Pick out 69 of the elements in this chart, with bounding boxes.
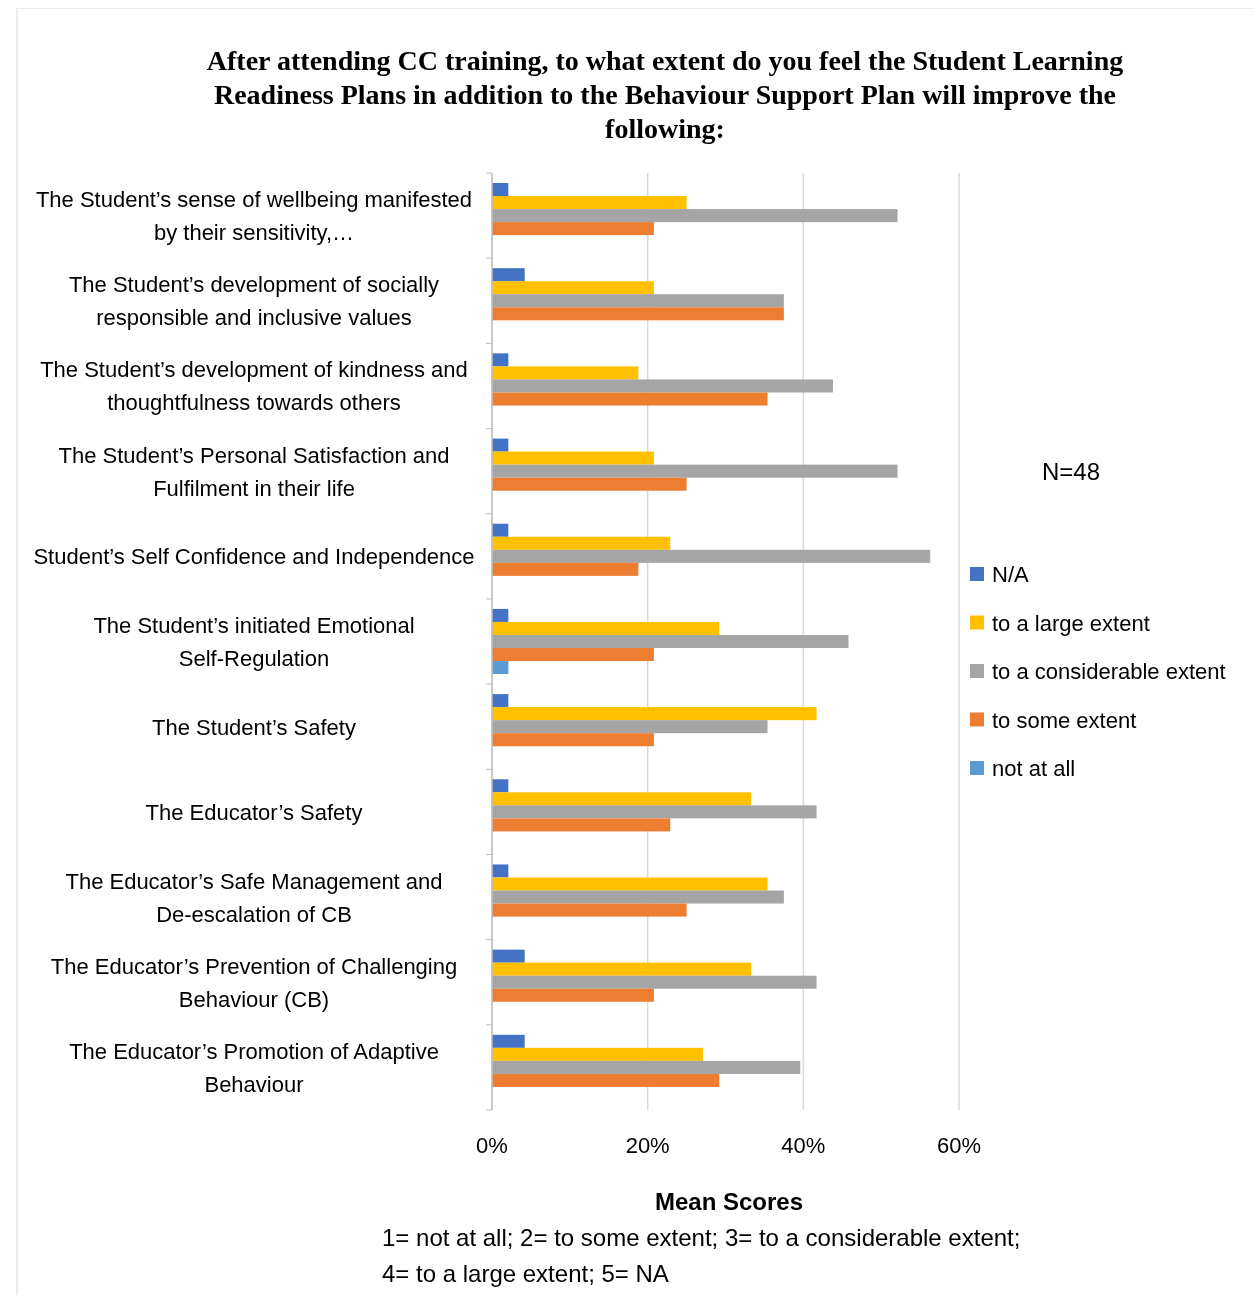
- bar: [492, 523, 509, 537]
- bar: [492, 1060, 801, 1074]
- bar: [492, 733, 654, 747]
- bar: [492, 209, 898, 223]
- legend-label: to a large extent: [992, 610, 1150, 636]
- bar: [492, 294, 784, 308]
- bar: [492, 890, 784, 904]
- y-tick-label: The Student’s development of socially responsible and inclusive values: [68, 272, 440, 331]
- y-tick-label: The Educator’s Prevention of Challenging Behaviour (CB): [50, 953, 458, 1012]
- y-tick-label: The Student’s sense of wellbeing manifested by their sensitivity,…: [35, 187, 473, 246]
- bar: [492, 949, 525, 963]
- bar: [492, 707, 817, 721]
- bar: [492, 353, 509, 367]
- bar: [492, 818, 671, 832]
- bar: [492, 281, 654, 295]
- bar: [492, 1073, 720, 1087]
- y-tick-label: The Student’s development of kindness and thoughtfulness towards others: [40, 357, 468, 416]
- bar: [492, 183, 509, 197]
- x-axis-title: Mean Scores: [654, 1188, 804, 1215]
- bar: [492, 268, 525, 282]
- legend-label: to a considerable extent: [992, 659, 1226, 684]
- bar: [492, 1047, 703, 1061]
- bar: [492, 864, 509, 878]
- bar: [492, 877, 768, 891]
- bar: [492, 464, 898, 478]
- bar: [492, 196, 687, 210]
- bar: [492, 805, 817, 819]
- y-tick-label: Student’s Self Confidence and Independence: [33, 544, 475, 570]
- bar: [492, 903, 687, 917]
- bar: [492, 1034, 525, 1048]
- bar: [492, 438, 509, 452]
- x-tick-label: 20%: [625, 1133, 670, 1158]
- bar: [492, 477, 687, 491]
- bar: [492, 536, 671, 550]
- bar: [492, 451, 654, 465]
- y-tick-label: The Student’s initiated Emotional Self-Regulation: [93, 613, 415, 671]
- bar: [492, 549, 931, 563]
- bar: [492, 634, 849, 649]
- legend-label: N/A: [992, 562, 1029, 587]
- x-tick-label: 40%: [781, 1133, 826, 1158]
- bar: [492, 988, 654, 1002]
- bar: [492, 661, 509, 675]
- bar: [492, 694, 509, 708]
- legend-label: not at all: [992, 756, 1076, 781]
- bar: [492, 307, 784, 321]
- bar: [492, 975, 817, 989]
- bar: [492, 792, 752, 806]
- bar: [492, 608, 509, 622]
- y-tick-label: The Educator’s Safety: [145, 799, 363, 825]
- bar: [492, 222, 654, 236]
- bar: [492, 392, 768, 406]
- x-tick-label: 0%: [476, 1133, 508, 1158]
- bar: [492, 379, 833, 393]
- bar: [492, 562, 639, 576]
- bar: [492, 779, 509, 793]
- y-tick-label: The Educator’s Promotion of Adaptive Behaviour: [69, 1038, 439, 1097]
- y-tick-label: The Student’s Safety: [152, 714, 356, 740]
- x-tick-label: 60%: [936, 1133, 982, 1158]
- bar: [492, 720, 768, 734]
- chart-title: After attending CC training, to what extent do you feel the Student Learning Readiness Plans in addition to the Behaviour Support Plan will improve the following:: [206, 45, 1124, 144]
- bar: [492, 621, 720, 635]
- bar: [492, 962, 752, 976]
- text: N=48: [1041, 458, 1101, 485]
- bar: [492, 366, 639, 380]
- bar: [492, 648, 654, 662]
- legend-label: to some extent: [992, 707, 1137, 733]
- y-tick-label: The Student’s Personal Satisfaction and Fulfilment in their life: [58, 442, 450, 501]
- y-tick-label: The Educator’s Safe Management and De-escalation of CB: [65, 868, 443, 927]
- text: 1= not at all; 2= to some extent; 3= to a considerable extent; 4= to a large extent; 5= NA: [382, 1224, 1021, 1287]
